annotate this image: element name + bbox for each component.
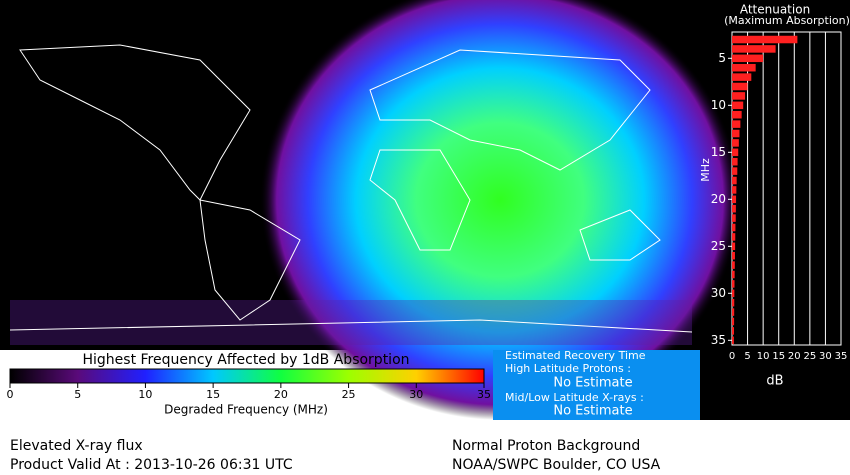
bar: [732, 167, 738, 175]
x-tick-label: 30: [819, 351, 832, 362]
recovery-label: High Latitude Protons :: [505, 362, 631, 375]
bar: [732, 92, 746, 100]
absorption-region: [260, 0, 740, 420]
recovery-value: No Estimate: [553, 376, 632, 391]
bar: [732, 289, 735, 298]
bar: [732, 35, 798, 44]
x-tick-label: 20: [788, 351, 801, 362]
x-tick-label: 25: [803, 351, 816, 362]
bar: [732, 110, 742, 119]
bar: [732, 214, 736, 222]
recovery-box: [493, 350, 700, 420]
bar: [732, 251, 735, 260]
bar: [732, 176, 737, 185]
recovery: Estimated Recovery Time High Latitude Pr…: [505, 349, 646, 419]
recovery-label: Mid/Low Latitude X-rays :: [505, 391, 644, 404]
recovery-title: Estimated Recovery Time: [505, 349, 646, 362]
attenuation-chart: Attenuation (Maximum Absorption) MHz dB …: [699, 3, 850, 389]
colorbar: [9, 368, 485, 384]
bar: [732, 54, 764, 63]
y-tick-label: 15: [711, 145, 726, 159]
colorbar-tick-label: 35: [477, 388, 491, 401]
bar: [732, 317, 735, 326]
colorbar-tick-label: 15: [206, 388, 220, 401]
bar: [732, 157, 738, 166]
x-tick-label: 0: [729, 351, 735, 362]
footer-text: Product Valid At : 2013-10-26 06:31 UTC: [10, 457, 293, 473]
bar: [732, 204, 736, 213]
bar: [732, 195, 737, 204]
bar: [732, 298, 735, 307]
bar: [732, 327, 734, 335]
colorbar-tick-label: 5: [74, 388, 81, 401]
y-tick-label: 5: [718, 51, 726, 65]
bar: [732, 270, 735, 279]
x-tick-label: 35: [835, 351, 848, 362]
x-tick-label: 5: [744, 351, 750, 362]
x-axis-label: dB: [766, 374, 783, 389]
colorbar-tick-label: 20: [274, 388, 288, 401]
bar: [732, 280, 735, 288]
y-tick-label: 20: [711, 192, 726, 206]
colorbar-tick-label: 30: [409, 388, 423, 401]
y-tick-label: 10: [711, 98, 726, 112]
colorbar-tick-label: 10: [138, 388, 152, 401]
y-tick-label: 35: [711, 333, 726, 347]
x-tick-label: 15: [772, 351, 785, 362]
colorbar-title: Highest Frequency Affected by 1dB Absorp…: [82, 352, 409, 368]
bar: [732, 148, 739, 157]
colorbar-label: Degraded Frequency (MHz): [164, 403, 328, 417]
bar: [732, 73, 752, 81]
bar: [732, 242, 736, 251]
footer: Elevated X-ray flux Product Valid At : 2…: [10, 438, 661, 473]
footer-text: Elevated X-ray flux: [10, 438, 143, 454]
bar: [732, 82, 748, 91]
bar: [732, 63, 756, 72]
y-tick-label: 25: [711, 239, 726, 253]
bar: [732, 336, 734, 345]
chart-title: Attenuation: [740, 3, 810, 17]
bar: [732, 101, 744, 110]
bar: [732, 45, 776, 53]
colorbar-tick-label: 0: [7, 388, 14, 401]
bar: [732, 261, 735, 269]
bar: [732, 308, 735, 316]
recovery-value: No Estimate: [553, 404, 632, 419]
colorbar-ticks: 0 5 10 15 20 25 30 35: [7, 383, 491, 401]
bar: [732, 139, 739, 147]
colorbar-tick-label: 25: [342, 388, 356, 401]
coastlines: [9, 44, 693, 333]
bar: [732, 186, 737, 194]
y-tick-label: 30: [711, 286, 726, 300]
bar: [732, 129, 740, 138]
bar: [732, 223, 736, 232]
footer-text: Normal Proton Background: [452, 438, 640, 454]
chart-subtitle: (Maximum Absorption): [724, 14, 850, 27]
map: [9, 0, 740, 420]
x-tick-label: 10: [757, 351, 770, 362]
y-axis-label: MHz: [699, 158, 712, 182]
bar: [732, 233, 736, 241]
footer-text: NOAA/SWPC Boulder, CO USA: [452, 457, 661, 473]
bar: [732, 120, 741, 128]
